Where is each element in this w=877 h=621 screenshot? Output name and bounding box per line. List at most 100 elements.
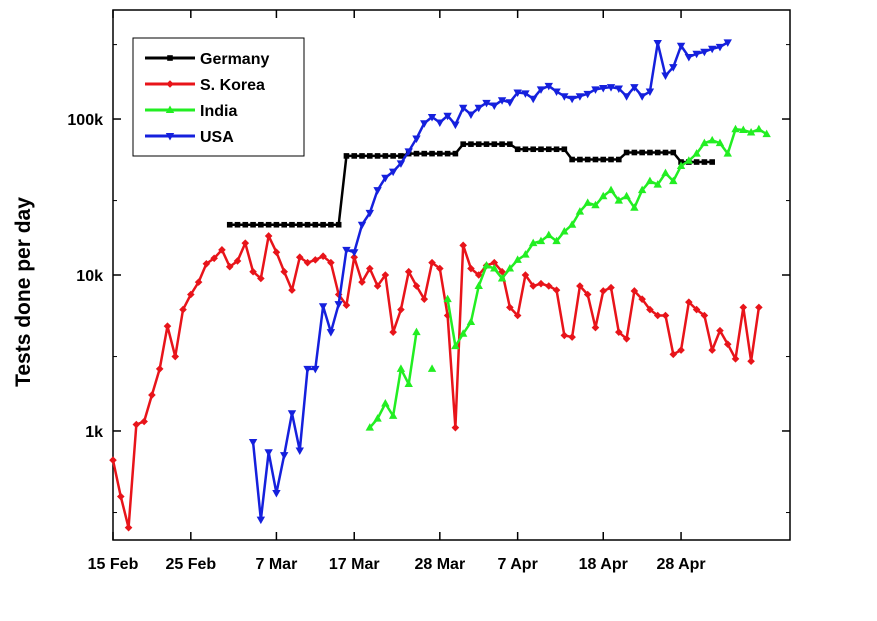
data-point — [762, 129, 771, 138]
data-point — [669, 350, 678, 359]
data-point — [242, 221, 249, 228]
data-point — [342, 246, 351, 255]
data-point — [357, 221, 367, 230]
data-point — [567, 95, 577, 104]
data-point — [412, 282, 421, 290]
data-point — [647, 149, 653, 156]
data-point — [560, 331, 569, 340]
data-point — [273, 221, 280, 228]
data-point — [521, 250, 530, 258]
data-point — [359, 153, 365, 159]
x-tick-label: 17 Mar — [329, 556, 380, 573]
data-point — [296, 221, 303, 228]
data-point — [373, 414, 382, 422]
data-point — [583, 290, 592, 299]
data-point — [606, 84, 616, 92]
y-tick-label: 10k — [76, 268, 103, 285]
x-axis: 15 Feb 25 Feb 7 Mar 17 Mar 28 Mar 7 Apr 18 Apr… — [88, 10, 706, 573]
data-point — [676, 42, 686, 51]
data-point — [529, 282, 538, 290]
data-point — [412, 327, 421, 336]
data-point — [397, 305, 405, 314]
data-point — [404, 267, 413, 276]
data-point — [521, 271, 530, 279]
data-point — [350, 253, 359, 262]
data-point — [427, 364, 437, 372]
data-point — [365, 423, 374, 431]
data-point — [396, 160, 406, 168]
data-point — [608, 156, 614, 163]
data-point — [272, 490, 281, 498]
data-point — [497, 97, 507, 105]
data-point — [684, 53, 694, 62]
data-point — [412, 135, 421, 144]
data-point — [653, 311, 662, 320]
data-point — [373, 187, 382, 195]
data-point — [171, 352, 180, 361]
data-point — [607, 283, 615, 292]
data-point — [577, 156, 583, 163]
data-point — [700, 138, 709, 147]
legend-marker — [165, 133, 175, 141]
data-point — [358, 278, 366, 286]
data-point — [575, 207, 585, 215]
data-point — [436, 264, 444, 273]
x-tick-label: 7 Apr — [497, 556, 537, 573]
series-s-korea — [109, 232, 763, 532]
data-point — [466, 317, 476, 325]
data-point — [365, 264, 374, 273]
data-point — [622, 93, 631, 101]
data-point — [552, 236, 561, 245]
data-point — [474, 271, 483, 279]
y-axis: 1k 10k 100k — [67, 44, 790, 514]
data-point — [709, 159, 715, 165]
data-point — [568, 333, 576, 341]
data-point — [653, 40, 662, 48]
x-tick-label: 28 Mar — [414, 556, 465, 573]
x-tick-label: 7 Mar — [256, 556, 298, 573]
data-point — [723, 39, 732, 47]
data-point — [327, 258, 335, 267]
data-point — [474, 104, 483, 113]
data-point — [155, 365, 164, 373]
data-point — [264, 449, 273, 457]
data-point — [685, 298, 693, 306]
data-point — [304, 221, 311, 228]
data-point — [684, 156, 694, 164]
data-point — [109, 456, 117, 464]
data-point — [320, 221, 326, 228]
data-point — [505, 99, 515, 107]
series-line — [111, 234, 761, 529]
data-point — [591, 200, 600, 209]
data-point — [653, 180, 662, 188]
data-point — [303, 365, 312, 374]
data-point — [715, 43, 725, 52]
data-point — [536, 86, 546, 94]
data-point — [497, 273, 507, 282]
data-point — [491, 141, 498, 147]
data-point — [592, 156, 599, 163]
data-point — [404, 148, 413, 156]
data-point — [584, 156, 591, 163]
data-point — [257, 274, 265, 283]
data-point — [249, 267, 257, 276]
data-point — [483, 141, 490, 147]
data-point — [250, 221, 256, 228]
data-point — [567, 220, 577, 228]
data-point — [334, 301, 343, 309]
data-point — [225, 262, 234, 271]
data-point — [280, 267, 288, 276]
data-point — [398, 153, 404, 159]
data-point — [707, 135, 717, 144]
data-point — [328, 221, 334, 228]
series-layer — [109, 39, 771, 532]
x-tick-label: 18 Apr — [579, 556, 628, 573]
data-point — [739, 125, 748, 134]
data-point — [661, 168, 670, 177]
data-point — [390, 153, 396, 159]
data-point — [132, 420, 141, 429]
data-point — [591, 86, 600, 94]
data-point — [499, 141, 505, 147]
data-point — [630, 84, 639, 92]
